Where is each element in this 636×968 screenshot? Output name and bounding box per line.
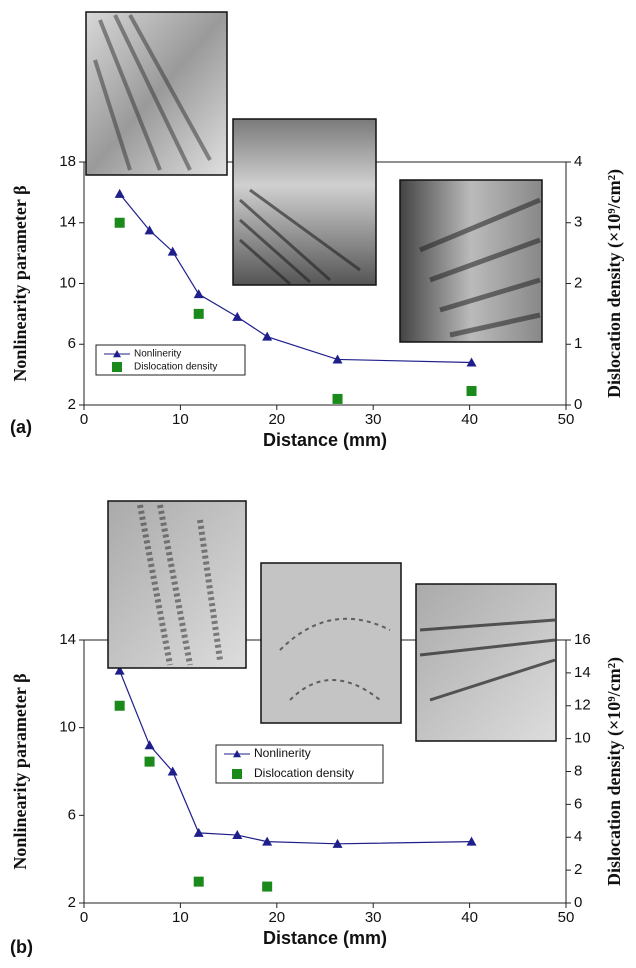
point	[144, 740, 155, 750]
point	[114, 188, 125, 198]
y-tick-label: 18	[59, 153, 76, 170]
y2-axis-label: Dislocation density (×10⁹/cm²)	[604, 657, 625, 886]
y-tick-label: 6	[68, 335, 76, 352]
y2-tick-label: 0	[574, 894, 582, 911]
panel-label: (a)	[10, 417, 32, 437]
x-tick-label: 40	[461, 909, 478, 926]
legend-marker	[113, 350, 121, 358]
x-axis-label: Distance (mm)	[263, 928, 387, 948]
y2-tick-label: 14	[574, 664, 591, 681]
y2-tick-label: 0	[574, 396, 582, 413]
y2-tick-label: 3	[574, 214, 582, 231]
x-axis-label: Distance (mm)	[263, 430, 387, 450]
x-tick-label: 30	[365, 909, 382, 926]
y-tick-label: 10	[59, 719, 76, 736]
point	[193, 827, 204, 837]
y2-tick-label: 16	[574, 631, 591, 648]
legend-marker	[232, 769, 242, 779]
micrograph	[85, 11, 228, 176]
point	[114, 665, 125, 675]
point	[466, 386, 477, 397]
x-tick-label: 40	[461, 411, 478, 428]
micrograph	[260, 562, 402, 724]
point	[193, 289, 204, 299]
point	[193, 876, 204, 887]
y2-axis-label: Dislocation density (×10⁹/cm²)	[604, 169, 625, 398]
micrograph	[232, 118, 377, 286]
y2-tick-label: 2	[574, 274, 582, 291]
micrographs	[85, 11, 557, 742]
legend-marker	[112, 362, 122, 372]
x-tick-label: 30	[365, 411, 382, 428]
y2-tick-label: 12	[574, 697, 591, 714]
point	[114, 700, 125, 711]
point	[114, 217, 125, 228]
x-tick-label: 10	[172, 909, 189, 926]
point	[167, 246, 178, 256]
y2-tick-label: 1	[574, 335, 582, 352]
point	[262, 331, 273, 341]
point	[167, 766, 178, 776]
micrograph	[415, 583, 557, 742]
x-tick-label: 20	[268, 411, 285, 428]
x-tick-label: 0	[80, 909, 88, 926]
legend-label: Dislocation density	[134, 362, 217, 373]
x-tick-label: 20	[268, 909, 285, 926]
y-tick-label: 6	[68, 806, 76, 823]
y-axis-label: Nonlinearity parameter β	[10, 673, 30, 869]
micrograph	[399, 179, 543, 343]
point	[262, 881, 273, 892]
point	[232, 311, 243, 321]
x-tick-label: 50	[558, 411, 575, 428]
y2-tick-label: 2	[574, 861, 582, 878]
y-tick-label: 10	[59, 274, 76, 291]
point	[193, 308, 204, 319]
y-tick-label: 14	[59, 214, 76, 231]
legend-label: Dislocation density	[254, 766, 354, 780]
point	[144, 225, 155, 235]
y2-tick-label: 4	[574, 828, 582, 845]
y2-tick-label: 6	[574, 795, 582, 812]
y-tick-label: 14	[59, 631, 76, 648]
series-line	[119, 670, 472, 845]
legend-box	[215, 744, 384, 784]
point	[144, 756, 155, 767]
x-tick-label: 10	[172, 411, 189, 428]
y2-tick-label: 4	[574, 153, 582, 170]
point	[232, 830, 243, 840]
legend: Nonlinerity Dislocation density	[215, 744, 384, 784]
point	[466, 357, 477, 367]
panel-label: (b)	[10, 937, 33, 957]
y2-tick-label: 8	[574, 762, 582, 779]
legend: Nonlinerity Dislocation density	[95, 344, 246, 376]
point	[332, 354, 343, 364]
y-axis-label: Nonlinearity parameter β	[10, 185, 30, 381]
legend-label: Nonlinerity	[254, 746, 311, 760]
y-tick-label: 2	[68, 396, 76, 413]
x-tick-label: 50	[558, 909, 575, 926]
point	[332, 393, 343, 404]
legend-marker	[233, 750, 241, 758]
y-tick-label: 2	[68, 894, 76, 911]
point	[466, 836, 477, 846]
point	[262, 836, 273, 846]
y2-tick-label: 10	[574, 730, 591, 747]
x-tick-label: 0	[80, 411, 88, 428]
legend-label: Nonlinerity	[134, 349, 181, 360]
point	[332, 838, 343, 848]
micrograph	[107, 500, 247, 669]
